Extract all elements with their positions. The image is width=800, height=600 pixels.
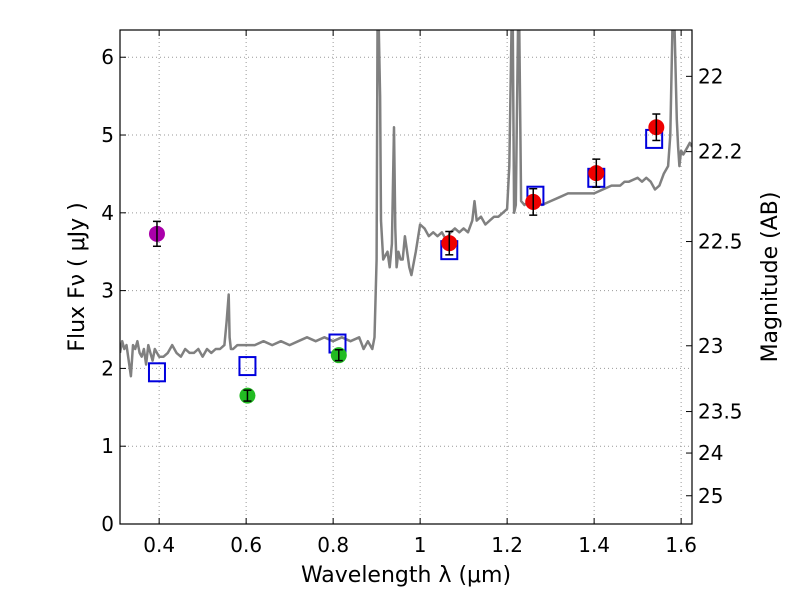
mag-tick-label: 24 [698, 441, 723, 465]
y-axis-label: Flux Fν ( μJy ) [65, 202, 90, 351]
x-tick-label: 1.6 [665, 533, 697, 557]
y-tick-label: 2 [101, 356, 114, 380]
y-tick-label: 5 [101, 123, 114, 147]
x-tick-label: 0.8 [317, 533, 349, 557]
mag-tick-label: 22 [698, 64, 723, 88]
y-tick-label: 3 [101, 279, 114, 303]
mag-tick-label: 23.5 [698, 400, 743, 424]
y-tick-label: 1 [101, 434, 114, 458]
model-square-marker [238, 356, 257, 377]
plot-frame [119, 29, 693, 525]
x-tick-label: 0.6 [230, 533, 262, 557]
mag-tick-label: 23 [698, 334, 723, 358]
y-tick-label: 0 [101, 512, 114, 536]
mag-tick-label: 22.2 [698, 140, 743, 164]
right-axis-label: Magnitude (AB) [758, 192, 783, 363]
y-tick-label: 4 [101, 201, 114, 225]
x-axis-label: Wavelength λ (μm) [301, 563, 511, 588]
plot-area [120, 30, 692, 404]
mag-tick-label: 25 [698, 484, 723, 508]
y-tick-label: 6 [101, 45, 114, 69]
mag-tick-label: 22.5 [698, 230, 743, 254]
x-tick-label: 1.2 [491, 533, 523, 557]
x-tick-label: 1.4 [578, 533, 610, 557]
axes: 0.4 0.6 0.8 1 1.2 1.4 1.601234562222.222.52323… [101, 30, 743, 557]
x-tick-label: 1 [414, 533, 427, 557]
spectrum-line [120, 30, 692, 378]
x-tick-label: 0.4 [143, 533, 175, 557]
model-square-marker [147, 362, 166, 383]
